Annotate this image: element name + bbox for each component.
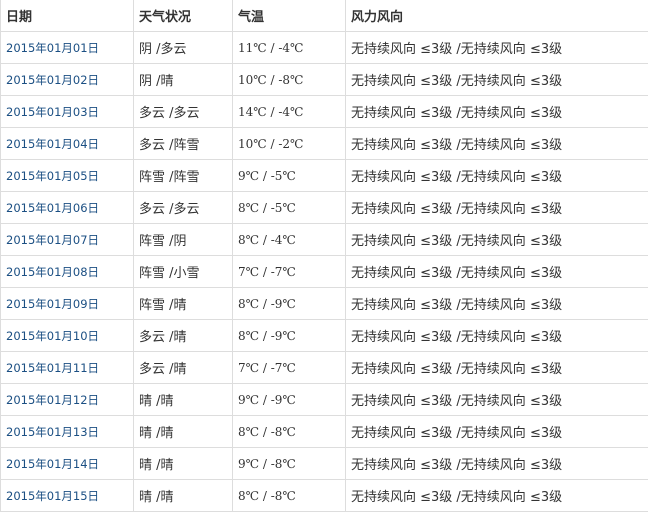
date-link[interactable]: 2015年01月11日: [6, 360, 100, 375]
weather-cell: 多云 /阵雪: [133, 127, 233, 160]
wind-cell: 无持续风向 ≤3级 /无持续风向 ≤3级: [345, 191, 648, 224]
date-link[interactable]: 2015年01月13日: [6, 424, 100, 439]
weather-cell: 阵雪 /阵雪: [133, 159, 233, 192]
table-row: 2015年01月09日 阵雪 /晴 8℃ / -9℃ 无持续风向 ≤3级 /无持续风向…: [0, 287, 648, 320]
wind-cell: 无持续风向 ≤3级 /无持续风向 ≤3级: [345, 255, 648, 288]
table-row: 2015年01月12日 晴 /晴 9℃ / -9℃ 无持续风向 ≤3级 /无持续风向 …: [0, 383, 648, 416]
date-cell: 2015年01月01日: [0, 31, 134, 64]
wind-cell: 无持续风向 ≤3级 /无持续风向 ≤3级: [345, 447, 648, 480]
date-cell: 2015年01月05日: [0, 159, 134, 192]
weather-cell: 多云 /多云: [133, 191, 233, 224]
wind-cell: 无持续风向 ≤3级 /无持续风向 ≤3级: [345, 95, 648, 128]
weather-cell: 多云 /多云: [133, 95, 233, 128]
table-row: 2015年01月03日 多云 /多云 14℃ / -4℃ 无持续风向 ≤3级 /无持续…: [0, 95, 648, 128]
date-cell: 2015年01月11日: [0, 351, 134, 384]
date-cell: 2015年01月07日: [0, 223, 134, 256]
temperature-cell: 14℃ / -4℃: [232, 95, 346, 128]
wind-cell: 无持续风向 ≤3级 /无持续风向 ≤3级: [345, 127, 648, 160]
wind-cell: 无持续风向 ≤3级 /无持续风向 ≤3级: [345, 479, 648, 512]
date-link[interactable]: 2015年01月10日: [6, 328, 100, 343]
date-link[interactable]: 2015年01月04日: [6, 136, 100, 151]
table-row: 2015年01月10日 多云 /晴 8℃ / -9℃ 无持续风向 ≤3级 /无持续风向…: [0, 319, 648, 352]
weather-cell: 阴 /晴: [133, 63, 233, 96]
weather-cell: 阴 /多云: [133, 31, 233, 64]
temperature-cell: 8℃ / -9℃: [232, 287, 346, 320]
temperature-cell: 11℃ / -4℃: [232, 31, 346, 64]
temperature-cell: 8℃ / -9℃: [232, 319, 346, 352]
table-row: 2015年01月04日 多云 /阵雪 10℃ / -2℃ 无持续风向 ≤3级 /无持续…: [0, 127, 648, 160]
table-row: 2015年01月14日 晴 /晴 9℃ / -8℃ 无持续风向 ≤3级 /无持续风向 …: [0, 447, 648, 480]
date-cell: 2015年01月12日: [0, 383, 134, 416]
table-row: 2015年01月05日 阵雪 /阵雪 9℃ / -5℃ 无持续风向 ≤3级 /无持续风…: [0, 159, 648, 192]
wind-cell: 无持续风向 ≤3级 /无持续风向 ≤3级: [345, 351, 648, 384]
header-weather: 天气状况: [133, 0, 233, 32]
temperature-cell: 8℃ / -5℃: [232, 191, 346, 224]
date-cell: 2015年01月08日: [0, 255, 134, 288]
weather-cell: 晴 /晴: [133, 447, 233, 480]
date-cell: 2015年01月09日: [0, 287, 134, 320]
date-cell: 2015年01月10日: [0, 319, 134, 352]
temperature-cell: 10℃ / -8℃: [232, 63, 346, 96]
table-row: 2015年01月01日 阴 /多云 11℃ / -4℃ 无持续风向 ≤3级 /无持续风…: [0, 31, 648, 64]
wind-cell: 无持续风向 ≤3级 /无持续风向 ≤3级: [345, 223, 648, 256]
temperature-cell: 9℃ / -5℃: [232, 159, 346, 192]
date-link[interactable]: 2015年01月01日: [6, 40, 100, 55]
header-row: 日期 天气状况 气温 风力风向: [0, 0, 648, 32]
date-link[interactable]: 2015年01月02日: [6, 72, 100, 87]
date-link[interactable]: 2015年01月08日: [6, 264, 100, 279]
temperature-cell: 10℃ / -2℃: [232, 127, 346, 160]
table-row: 2015年01月13日 晴 /晴 8℃ / -8℃ 无持续风向 ≤3级 /无持续风向 …: [0, 415, 648, 448]
date-link[interactable]: 2015年01月15日: [6, 488, 100, 503]
temperature-cell: 8℃ / -8℃: [232, 415, 346, 448]
date-cell: 2015年01月15日: [0, 479, 134, 512]
date-cell: 2015年01月04日: [0, 127, 134, 160]
wind-cell: 无持续风向 ≤3级 /无持续风向 ≤3级: [345, 415, 648, 448]
date-cell: 2015年01月14日: [0, 447, 134, 480]
date-cell: 2015年01月03日: [0, 95, 134, 128]
wind-cell: 无持续风向 ≤3级 /无持续风向 ≤3级: [345, 31, 648, 64]
temperature-cell: 9℃ / -8℃: [232, 447, 346, 480]
wind-cell: 无持续风向 ≤3级 /无持续风向 ≤3级: [345, 319, 648, 352]
header-temperature: 气温: [232, 0, 346, 32]
table-row: 2015年01月15日 晴 /晴 8℃ / -8℃ 无持续风向 ≤3级 /无持续风向 …: [0, 479, 648, 512]
weather-cell: 阵雪 /阴: [133, 223, 233, 256]
temperature-cell: 7℃ / -7℃: [232, 255, 346, 288]
table-row: 2015年01月08日 阵雪 /小雪 7℃ / -7℃ 无持续风向 ≤3级 /无持续风…: [0, 255, 648, 288]
table-body: 2015年01月01日阴 /多云 11℃ / -4℃ 无持续风向 ≤3级 /无持续风…: [0, 31, 648, 512]
table-row: 2015年01月07日 阵雪 /阴 8℃ / -4℃ 无持续风向 ≤3级 /无持续风向…: [0, 223, 648, 256]
date-link[interactable]: 2015年01月07日: [6, 232, 100, 247]
temperature-cell: 8℃ / -8℃: [232, 479, 346, 512]
weather-cell: 晴 /晴: [133, 479, 233, 512]
date-cell: 2015年01月13日: [0, 415, 134, 448]
date-cell: 2015年01月06日: [0, 191, 134, 224]
temperature-cell: 9℃ / -9℃: [232, 383, 346, 416]
date-link[interactable]: 2015年01月14日: [6, 456, 100, 471]
table-row: 2015年01月02日 阴 /晴 10℃ / -8℃ 无持续风向 ≤3级 /无持续风向…: [0, 63, 648, 96]
table-row: 2015年01月06日 多云 /多云 8℃ / -5℃ 无持续风向 ≤3级 /无持续风…: [0, 191, 648, 224]
weather-cell: 阵雪 /晴: [133, 287, 233, 320]
wind-cell: 无持续风向 ≤3级 /无持续风向 ≤3级: [345, 287, 648, 320]
date-link[interactable]: 2015年01月03日: [6, 104, 100, 119]
weather-cell: 晴 /晴: [133, 415, 233, 448]
wind-cell: 无持续风向 ≤3级 /无持续风向 ≤3级: [345, 63, 648, 96]
temperature-cell: 7℃ / -7℃: [232, 351, 346, 384]
header-wind: 风力风向: [345, 0, 648, 32]
temperature-cell: 8℃ / -4℃: [232, 223, 346, 256]
weather-cell: 阵雪 /小雪: [133, 255, 233, 288]
date-link[interactable]: 2015年01月09日: [6, 296, 100, 311]
date-link[interactable]: 2015年01月05日: [6, 168, 100, 183]
date-cell: 2015年01月02日: [0, 63, 134, 96]
date-link[interactable]: 2015年01月12日: [6, 392, 100, 407]
header-date: 日期: [0, 0, 134, 32]
date-link[interactable]: 2015年01月06日: [6, 200, 100, 215]
weather-cell: 多云 /晴: [133, 319, 233, 352]
weather-cell: 多云 /晴: [133, 351, 233, 384]
weather-cell: 晴 /晴: [133, 383, 233, 416]
table-row: 2015年01月11日 多云 /晴 7℃ / -7℃ 无持续风向 ≤3级 /无持续风向…: [0, 351, 648, 384]
wind-cell: 无持续风向 ≤3级 /无持续风向 ≤3级: [345, 383, 648, 416]
wind-cell: 无持续风向 ≤3级 /无持续风向 ≤3级: [345, 159, 648, 192]
